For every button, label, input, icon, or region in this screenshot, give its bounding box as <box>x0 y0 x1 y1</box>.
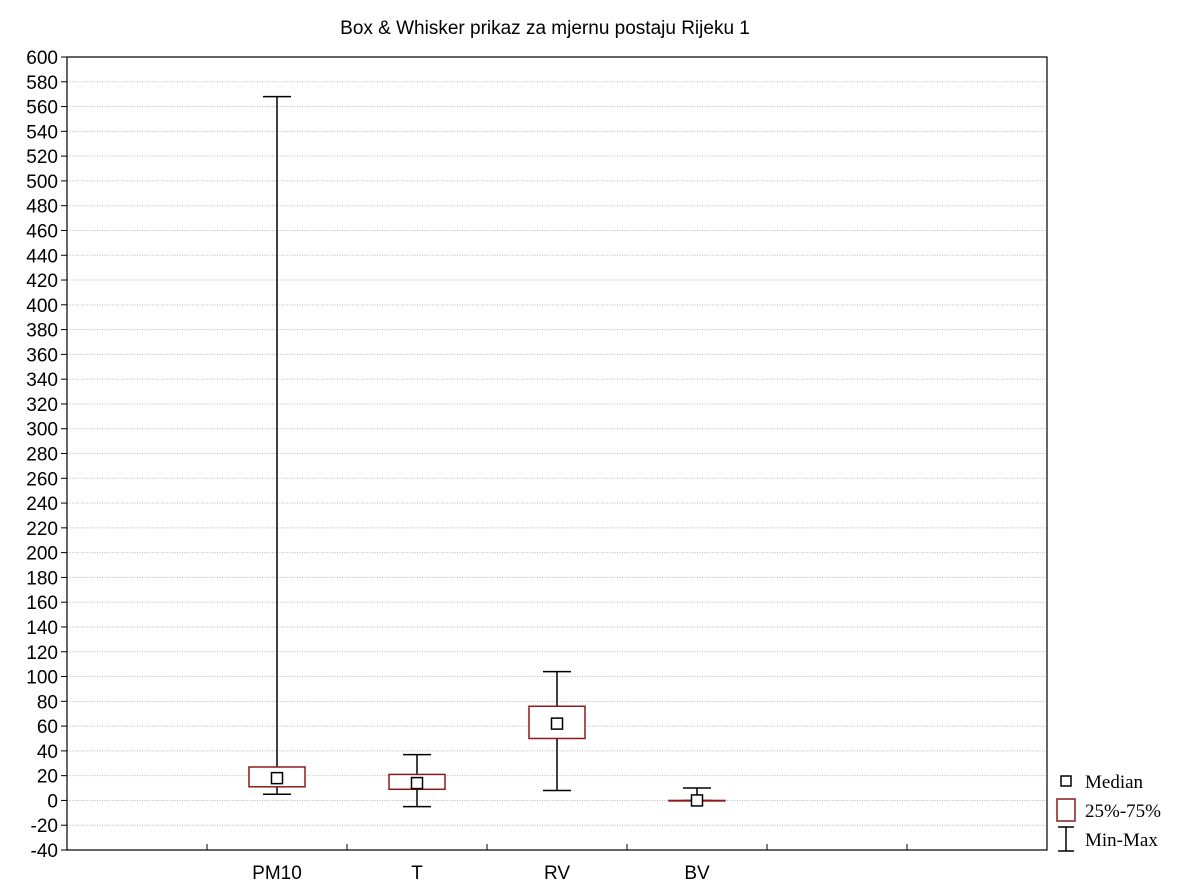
x-tick-label: T <box>411 863 423 884</box>
y-tick-label: 460 <box>26 221 58 242</box>
y-tick-label: 160 <box>26 593 58 614</box>
y-tick-label: 260 <box>26 469 58 490</box>
y-tick-label: -40 <box>31 841 58 862</box>
x-tick-label: RV <box>544 863 570 884</box>
y-tick-label: 320 <box>26 395 58 416</box>
box-plot-t <box>388 753 446 808</box>
y-tick-label: 380 <box>26 321 58 342</box>
y-tick-label: 220 <box>26 519 58 540</box>
legend-label: Median <box>1085 772 1144 793</box>
y-tick-label: -20 <box>31 816 58 837</box>
y-tick-label: 0 <box>47 791 58 812</box>
y-tick-label: 420 <box>26 271 58 292</box>
y-axis-ticks: -40 -20 0 20 40 60 80 100 120 140 160 180 200 220 240 2… <box>26 48 67 862</box>
chart-title: Box & Whisker prikaz za mjernu postaju R… <box>340 18 750 39</box>
y-tick-label: 540 <box>26 122 58 143</box>
y-tick-label: 180 <box>26 568 58 589</box>
legend-item-median: Median <box>1060 772 1144 793</box>
y-tick-label: 20 <box>37 767 58 788</box>
y-tick-label: 340 <box>26 370 58 391</box>
y-tick-label: 400 <box>26 296 58 317</box>
y-tick-label: 480 <box>26 197 58 218</box>
x-tick-label: PM10 <box>252 863 302 884</box>
legend-label: 25%-75% <box>1085 801 1161 822</box>
median-marker <box>410 776 424 790</box>
legend-item-box: 25%-75% <box>1056 798 1161 822</box>
y-tick-label: 300 <box>26 420 58 441</box>
median-marker <box>270 771 284 785</box>
y-tick-label: 560 <box>26 98 58 119</box>
box-plot-rv <box>528 670 586 792</box>
box-plot-pm10 <box>248 95 306 795</box>
y-tick-label: 240 <box>26 494 58 515</box>
y-tick-label: 100 <box>26 668 58 689</box>
y-tick-label: 360 <box>26 345 58 366</box>
median-marker <box>550 717 564 730</box>
legend: Median 25%-75% Min-Max <box>1056 772 1161 852</box>
box-plots <box>248 95 726 808</box>
legend-item-whisker: Min-Max <box>1058 826 1158 852</box>
legend-label: Min-Max <box>1085 830 1158 851</box>
y-tick-label: 40 <box>37 742 58 763</box>
box-plot-bv <box>668 787 726 807</box>
y-tick-label: 200 <box>26 544 58 565</box>
y-tick-label: 580 <box>26 73 58 94</box>
y-tick-label: 600 <box>26 48 58 69</box>
legend-box-symbol <box>1056 798 1076 822</box>
y-tick-label: 440 <box>26 246 58 267</box>
grid-lines <box>67 81 1047 826</box>
y-tick-label: 80 <box>37 692 58 713</box>
y-tick-label: 500 <box>26 172 58 193</box>
x-axis-ticks: PM10 T RV BV <box>206 844 908 884</box>
x-tick-label: BV <box>684 863 710 884</box>
y-tick-label: 280 <box>26 445 58 466</box>
y-tick-label: 140 <box>26 618 58 639</box>
y-tick-label: 520 <box>26 147 58 168</box>
y-tick-label: 60 <box>37 717 58 738</box>
y-tick-label: 120 <box>26 643 58 664</box>
median-marker <box>690 794 704 807</box>
legend-median-symbol <box>1060 775 1072 787</box>
